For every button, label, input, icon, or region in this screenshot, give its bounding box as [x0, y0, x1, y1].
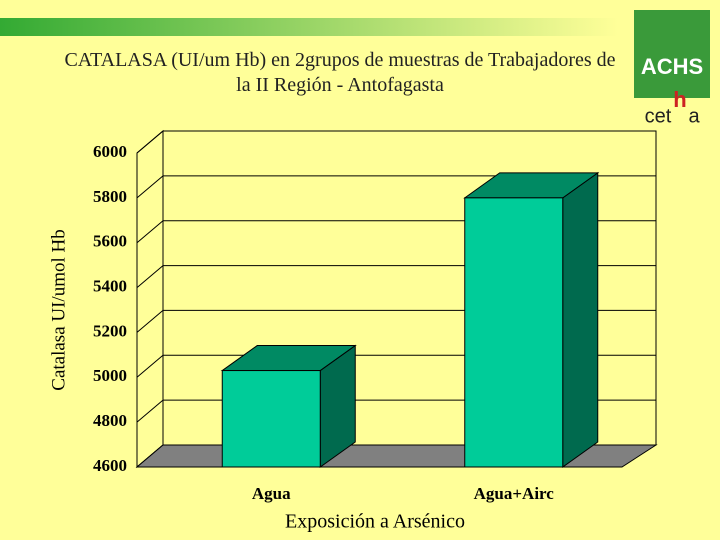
- y-tick-label: 5200: [93, 321, 127, 340]
- grid-line: [136, 130, 656, 154]
- y-tick-label: 5000: [93, 366, 127, 385]
- x-tick-label: Agua+Airc: [474, 484, 555, 503]
- title-box: CATALASA (UI/um Hb) en 2grupos de muestr…: [64, 49, 616, 96]
- grid-line: [136, 175, 656, 199]
- y-tick-label: 6000: [93, 142, 127, 161]
- x-axis-label: Exposición a Arsénico: [285, 511, 465, 533]
- x-tick-label: Agua: [252, 484, 291, 503]
- logo-text: h: [673, 87, 686, 112]
- chart-title: CATALASA (UI/um Hb) en 2grupos de muestr…: [64, 49, 616, 96]
- logo-text: a: [688, 105, 700, 127]
- logo-box-text: ACHS: [641, 54, 703, 79]
- header-band: [0, 18, 618, 36]
- y-tick-label: 4600: [93, 456, 127, 475]
- y-axis-label: Catalasa UI/umol Hb: [48, 229, 69, 390]
- y-tick-label: 4800: [93, 411, 127, 430]
- y-tick-label: 5400: [93, 276, 127, 295]
- bar-side: [562, 171, 599, 468]
- bar: [221, 370, 321, 468]
- logo-box: [634, 10, 710, 98]
- y-tick-label: 5800: [93, 187, 127, 206]
- side-wall: [136, 129, 164, 469]
- y-tick-label: 5600: [93, 232, 127, 251]
- logo-text: cet: [645, 105, 672, 127]
- plot: 4600 4800 5000 5200 5400 5600 5800 6000 Agua Agua…: [93, 129, 658, 503]
- bar: [464, 197, 564, 468]
